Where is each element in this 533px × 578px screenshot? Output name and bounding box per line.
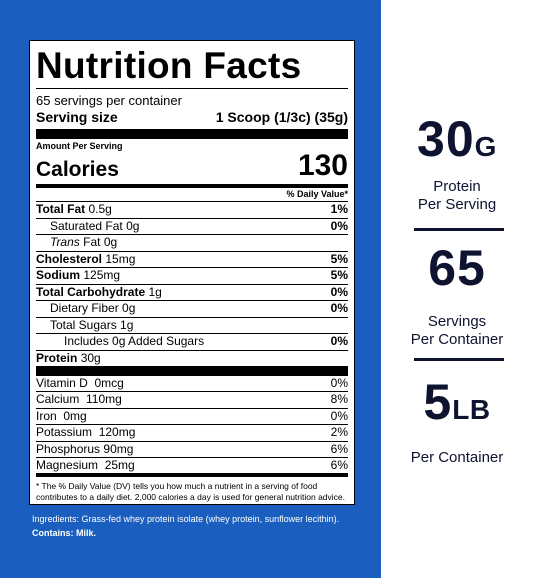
ingredients-block: Ingredients: Grass-fed whey protein isol… bbox=[32, 513, 372, 539]
nutrient-row-total-carbohydrate: Total Carbohydrate 1g 0% bbox=[36, 285, 348, 301]
vitamin-row-calcium: Calcium 110mg 8% bbox=[36, 392, 348, 409]
servings-per-container: 65 servings per container bbox=[36, 93, 182, 108]
highlight-protein-caption-2: Per Serving bbox=[417, 196, 497, 213]
highlight-weight-value: 5 bbox=[423, 374, 453, 430]
vitamin-row-vitamin-d: Vitamin D 0mcg 0% bbox=[36, 376, 348, 392]
nutrient-row-saturated-fat: Saturated Fat 0g 0% bbox=[36, 219, 348, 235]
amount-per-serving: Amount Per Serving bbox=[36, 141, 123, 151]
highlight-weight-unit: LB bbox=[452, 394, 491, 425]
serving-size-label: Serving size bbox=[36, 109, 118, 125]
vitamin-row-potassium: Potassium 120mg 2% bbox=[36, 425, 348, 442]
vitamin-row-iron: Iron 0mg 0% bbox=[36, 409, 348, 425]
highlight-protein-unit: G bbox=[474, 131, 497, 162]
nutrient-row-protein: Protein 30g bbox=[36, 350, 101, 365]
highlight-servings-value: 65 bbox=[428, 240, 486, 296]
ingredients-text: Ingredients: Grass-fed whey protein isol… bbox=[32, 514, 340, 524]
nutrient-row-sodium: Sodium 125mg 5% bbox=[36, 268, 348, 285]
nutrient-row-total-fat: Total Fat 0.5g 1% bbox=[36, 202, 348, 219]
highlight-protein: 30G Protein Per Serving bbox=[381, 112, 533, 214]
daily-value-footnote: * The % Daily Value (DV) tells you how m… bbox=[36, 481, 346, 502]
nutrient-row-trans-fat: Trans Fat 0g bbox=[36, 235, 348, 252]
serving-size-value: 1 Scoop (1/3c) (35g) bbox=[215, 109, 348, 125]
highlight-servings-caption-2: Per Container bbox=[410, 331, 504, 348]
highlight-divider bbox=[414, 358, 504, 361]
highlight-weight: 5LB Per Container bbox=[381, 375, 533, 467]
product-panel: Nutrition Facts 65 servings per containe… bbox=[0, 0, 381, 578]
calories-value: 130 bbox=[297, 149, 348, 182]
highlight-servings-caption-1: Servings bbox=[427, 313, 487, 330]
vitamin-row-magnesium: Magnesium 25mg 6% bbox=[36, 458, 348, 472]
nutrient-row-total-sugars: Total Sugars 1g bbox=[36, 318, 348, 334]
nutrient-row-dietary-fiber: Dietary Fiber 0g 0% bbox=[36, 301, 348, 318]
highlight-servings: 65 Servings Per Container bbox=[381, 241, 533, 349]
allergen-statement: Contains: Milk. bbox=[32, 528, 97, 538]
nutrient-row-cholesterol: Cholesterol 15mg 5% bbox=[36, 252, 348, 268]
highlight-protein-value: 30 bbox=[417, 111, 475, 167]
calories-row: Calories 130 bbox=[36, 149, 348, 184]
calories-label: Calories bbox=[36, 158, 119, 181]
daily-value-header: % Daily Value* bbox=[36, 188, 348, 202]
highlight-divider bbox=[414, 228, 504, 231]
nutrition-facts-title: Nutrition Facts bbox=[36, 45, 302, 86]
highlight-weight-caption-1: Per Container bbox=[410, 449, 504, 466]
nutrition-facts-label: Nutrition Facts 65 servings per containe… bbox=[29, 40, 355, 505]
serving-size-row: Serving size 1 Scoop (1/3c) (35g) bbox=[36, 109, 348, 129]
vitamin-row-phosphorus: Phosphorus 90mg 6% bbox=[36, 442, 348, 458]
highlight-protein-caption-1: Protein bbox=[433, 178, 481, 195]
nutrient-row-added-sugars: Includes 0g Added Sugars 0% bbox=[36, 334, 348, 351]
highlights-column: 30G Protein Per Serving 65 Servings Per … bbox=[381, 0, 533, 578]
